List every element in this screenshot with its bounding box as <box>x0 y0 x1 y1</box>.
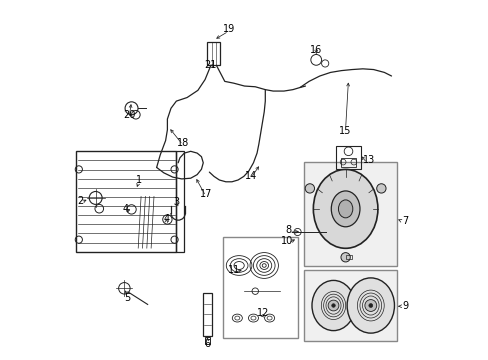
Text: 20: 20 <box>122 111 135 121</box>
Bar <box>203 293 212 336</box>
Bar <box>346 255 351 259</box>
Circle shape <box>331 304 335 307</box>
Text: 15: 15 <box>339 126 351 135</box>
Text: 10: 10 <box>280 236 292 246</box>
Circle shape <box>376 184 385 193</box>
Text: 5: 5 <box>123 293 130 303</box>
Text: 13: 13 <box>363 155 375 165</box>
Bar <box>76 151 176 252</box>
Ellipse shape <box>313 170 377 248</box>
Text: 1: 1 <box>135 175 142 185</box>
Circle shape <box>368 303 372 307</box>
Text: 3: 3 <box>173 197 179 207</box>
Text: 19: 19 <box>222 24 234 34</box>
Circle shape <box>340 253 349 262</box>
Text: 18: 18 <box>176 138 188 148</box>
Bar <box>223 237 298 338</box>
Bar <box>335 146 360 169</box>
Bar <box>341 158 355 167</box>
Text: 7: 7 <box>401 216 407 226</box>
Text: 2: 2 <box>77 196 83 206</box>
Text: 16: 16 <box>309 45 322 55</box>
Circle shape <box>305 184 314 193</box>
Ellipse shape <box>346 278 394 333</box>
Text: 14: 14 <box>244 171 257 181</box>
Ellipse shape <box>311 280 354 330</box>
Text: 4: 4 <box>122 204 128 215</box>
Circle shape <box>327 300 338 311</box>
Circle shape <box>364 300 376 311</box>
Ellipse shape <box>330 191 359 227</box>
Text: 6: 6 <box>203 339 210 349</box>
Text: 8: 8 <box>285 225 291 235</box>
Bar <box>176 151 183 252</box>
Text: 9: 9 <box>401 301 407 311</box>
Text: 17: 17 <box>199 189 211 199</box>
Bar <box>204 337 209 344</box>
Bar <box>303 162 396 266</box>
Text: 11: 11 <box>227 265 240 275</box>
Bar <box>206 42 220 65</box>
Text: 21: 21 <box>204 59 217 69</box>
Text: 4: 4 <box>163 215 169 224</box>
Text: 12: 12 <box>256 309 269 318</box>
Ellipse shape <box>338 200 352 218</box>
Bar <box>303 270 396 341</box>
